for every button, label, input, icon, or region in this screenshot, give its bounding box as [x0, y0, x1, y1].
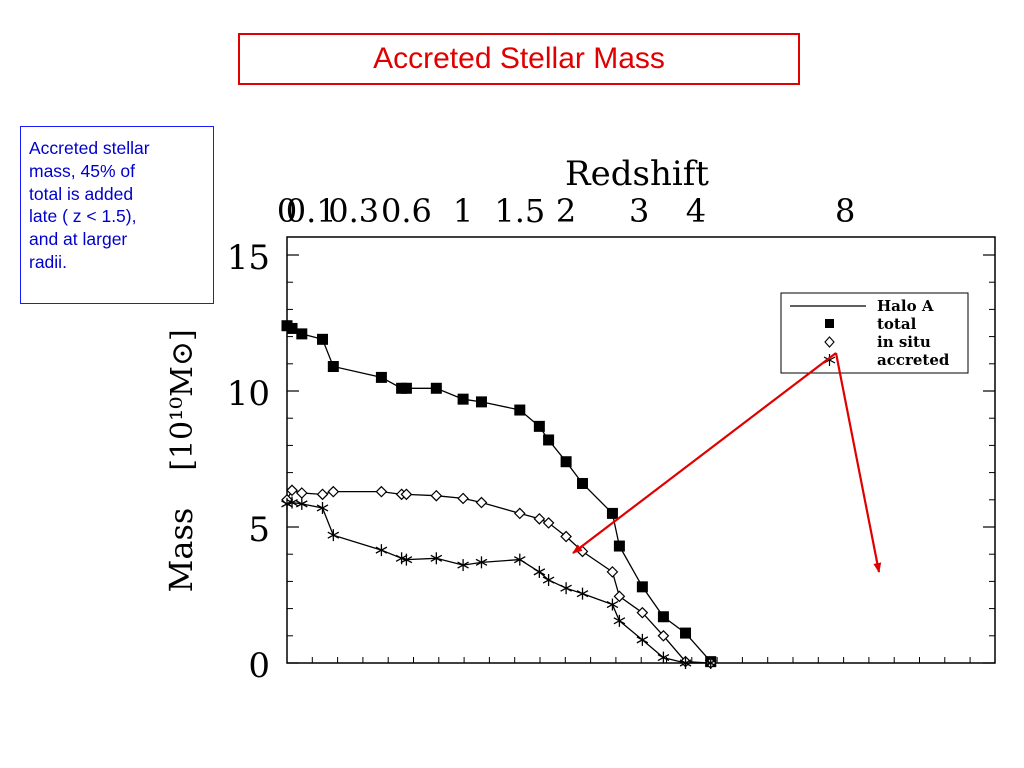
- note-line: Accreted stellar: [29, 138, 150, 158]
- annotation-arrow-left: [572, 352, 837, 554]
- total-point: [400, 382, 412, 394]
- note-line: radii.: [29, 251, 67, 272]
- in-situ-point: [657, 629, 670, 642]
- accreted-point: [636, 633, 649, 646]
- accreted-point: [475, 556, 488, 569]
- in-situ-point: [400, 488, 413, 501]
- slide-title: Accreted Stellar Mass: [238, 33, 800, 85]
- in-situ-point: [430, 489, 443, 502]
- in-situ-point: [327, 485, 340, 498]
- series-in-situ: [281, 484, 717, 669]
- legend-square-symbol: [825, 319, 834, 328]
- top-tick-label: 8: [835, 192, 855, 230]
- accreted-point: [400, 553, 413, 566]
- accreted-point: [606, 598, 619, 611]
- accreted-point: [576, 587, 589, 600]
- accreted-point: [704, 657, 717, 669]
- total-point: [680, 627, 692, 639]
- accreted-point: [542, 574, 555, 587]
- in-situ-point: [513, 507, 526, 520]
- total-point: [613, 540, 625, 552]
- top-axis-label: Redshift: [565, 154, 709, 194]
- y-tick-label: 15: [227, 238, 270, 278]
- accreted-point: [327, 529, 340, 542]
- total-point: [606, 507, 618, 519]
- top-tick-label: 0: [277, 192, 297, 230]
- in-situ-point: [375, 485, 388, 498]
- in-situ-point: [475, 496, 488, 509]
- series-accreted: [281, 496, 717, 669]
- legend-label-accreted: accreted: [877, 351, 950, 369]
- top-tick-label: 1: [453, 192, 473, 230]
- total-point: [430, 382, 442, 394]
- top-tick-label: 3: [629, 192, 649, 230]
- accreted-point: [679, 657, 692, 669]
- y-axis-unit: [10¹⁰M⊙]: [165, 329, 200, 471]
- accreted-point: [533, 565, 546, 578]
- top-tick-label: 1.5: [494, 192, 545, 230]
- in-situ-point: [457, 492, 469, 505]
- total-point: [475, 396, 487, 408]
- in-situ-point: [316, 488, 329, 501]
- legend-label-halo: Halo A: [877, 297, 934, 315]
- total-point: [636, 581, 648, 593]
- series-line-total: [286, 325, 712, 663]
- annotation-box: Accreted stellar mass, 45% of total is a…: [20, 126, 214, 304]
- accreted-point: [560, 582, 572, 595]
- top-tick-label: 4: [686, 192, 706, 230]
- in-situ-point: [533, 512, 546, 525]
- accreted-point: [657, 651, 670, 664]
- accreted-point: [457, 559, 469, 572]
- note-line: and at larger: [29, 229, 128, 249]
- note-line: total is added: [29, 183, 134, 204]
- total-point: [296, 328, 308, 340]
- legend-diamond-symbol: [824, 336, 835, 348]
- in-situ-point: [606, 566, 619, 578]
- in-situ-point: [636, 606, 649, 619]
- top-tick-label: 0.1: [286, 192, 337, 230]
- note-line: mass, 45% of: [29, 160, 136, 181]
- series-line-accreted: [286, 501, 711, 664]
- accreted-point: [286, 496, 298, 509]
- y-tick-label: 10: [227, 374, 270, 414]
- annotation-arrow-right: [834, 352, 882, 573]
- legend-label-total: total: [877, 315, 917, 333]
- accreted-point: [316, 501, 329, 514]
- accreted-point: [513, 553, 526, 566]
- in-situ-point: [560, 530, 572, 543]
- accreted-point: [613, 614, 626, 627]
- top-tick-label: 0.6: [381, 192, 432, 230]
- y-axis-label: Mass: [162, 508, 200, 593]
- in-situ-point: [613, 590, 626, 603]
- accreted-point: [295, 497, 308, 510]
- total-point: [657, 611, 669, 623]
- note-line: late ( z < 1.5),: [29, 206, 137, 227]
- in-situ-point: [295, 487, 308, 499]
- total-point: [514, 404, 526, 416]
- series-line-in-situ: [286, 489, 711, 664]
- total-point: [317, 333, 329, 345]
- total-point: [327, 361, 339, 373]
- legend-label-insitu: in situ: [877, 333, 931, 351]
- y-tick-label: 0: [248, 646, 270, 686]
- in-situ-point: [286, 484, 298, 497]
- y-tick-label: 5: [248, 510, 270, 550]
- total-point: [375, 371, 387, 383]
- total-point: [560, 456, 572, 468]
- total-point: [286, 322, 298, 334]
- in-situ-point: [542, 517, 555, 529]
- accreted-point: [430, 552, 443, 565]
- total-point: [457, 393, 469, 405]
- total-point: [533, 420, 545, 432]
- top-tick-label: 2: [556, 192, 576, 230]
- top-tick-label: 0.3: [328, 192, 379, 230]
- total-point: [577, 477, 589, 489]
- total-point: [543, 434, 555, 446]
- legend: Halo A total in situ accreted: [780, 292, 969, 374]
- accreted-point: [375, 544, 388, 557]
